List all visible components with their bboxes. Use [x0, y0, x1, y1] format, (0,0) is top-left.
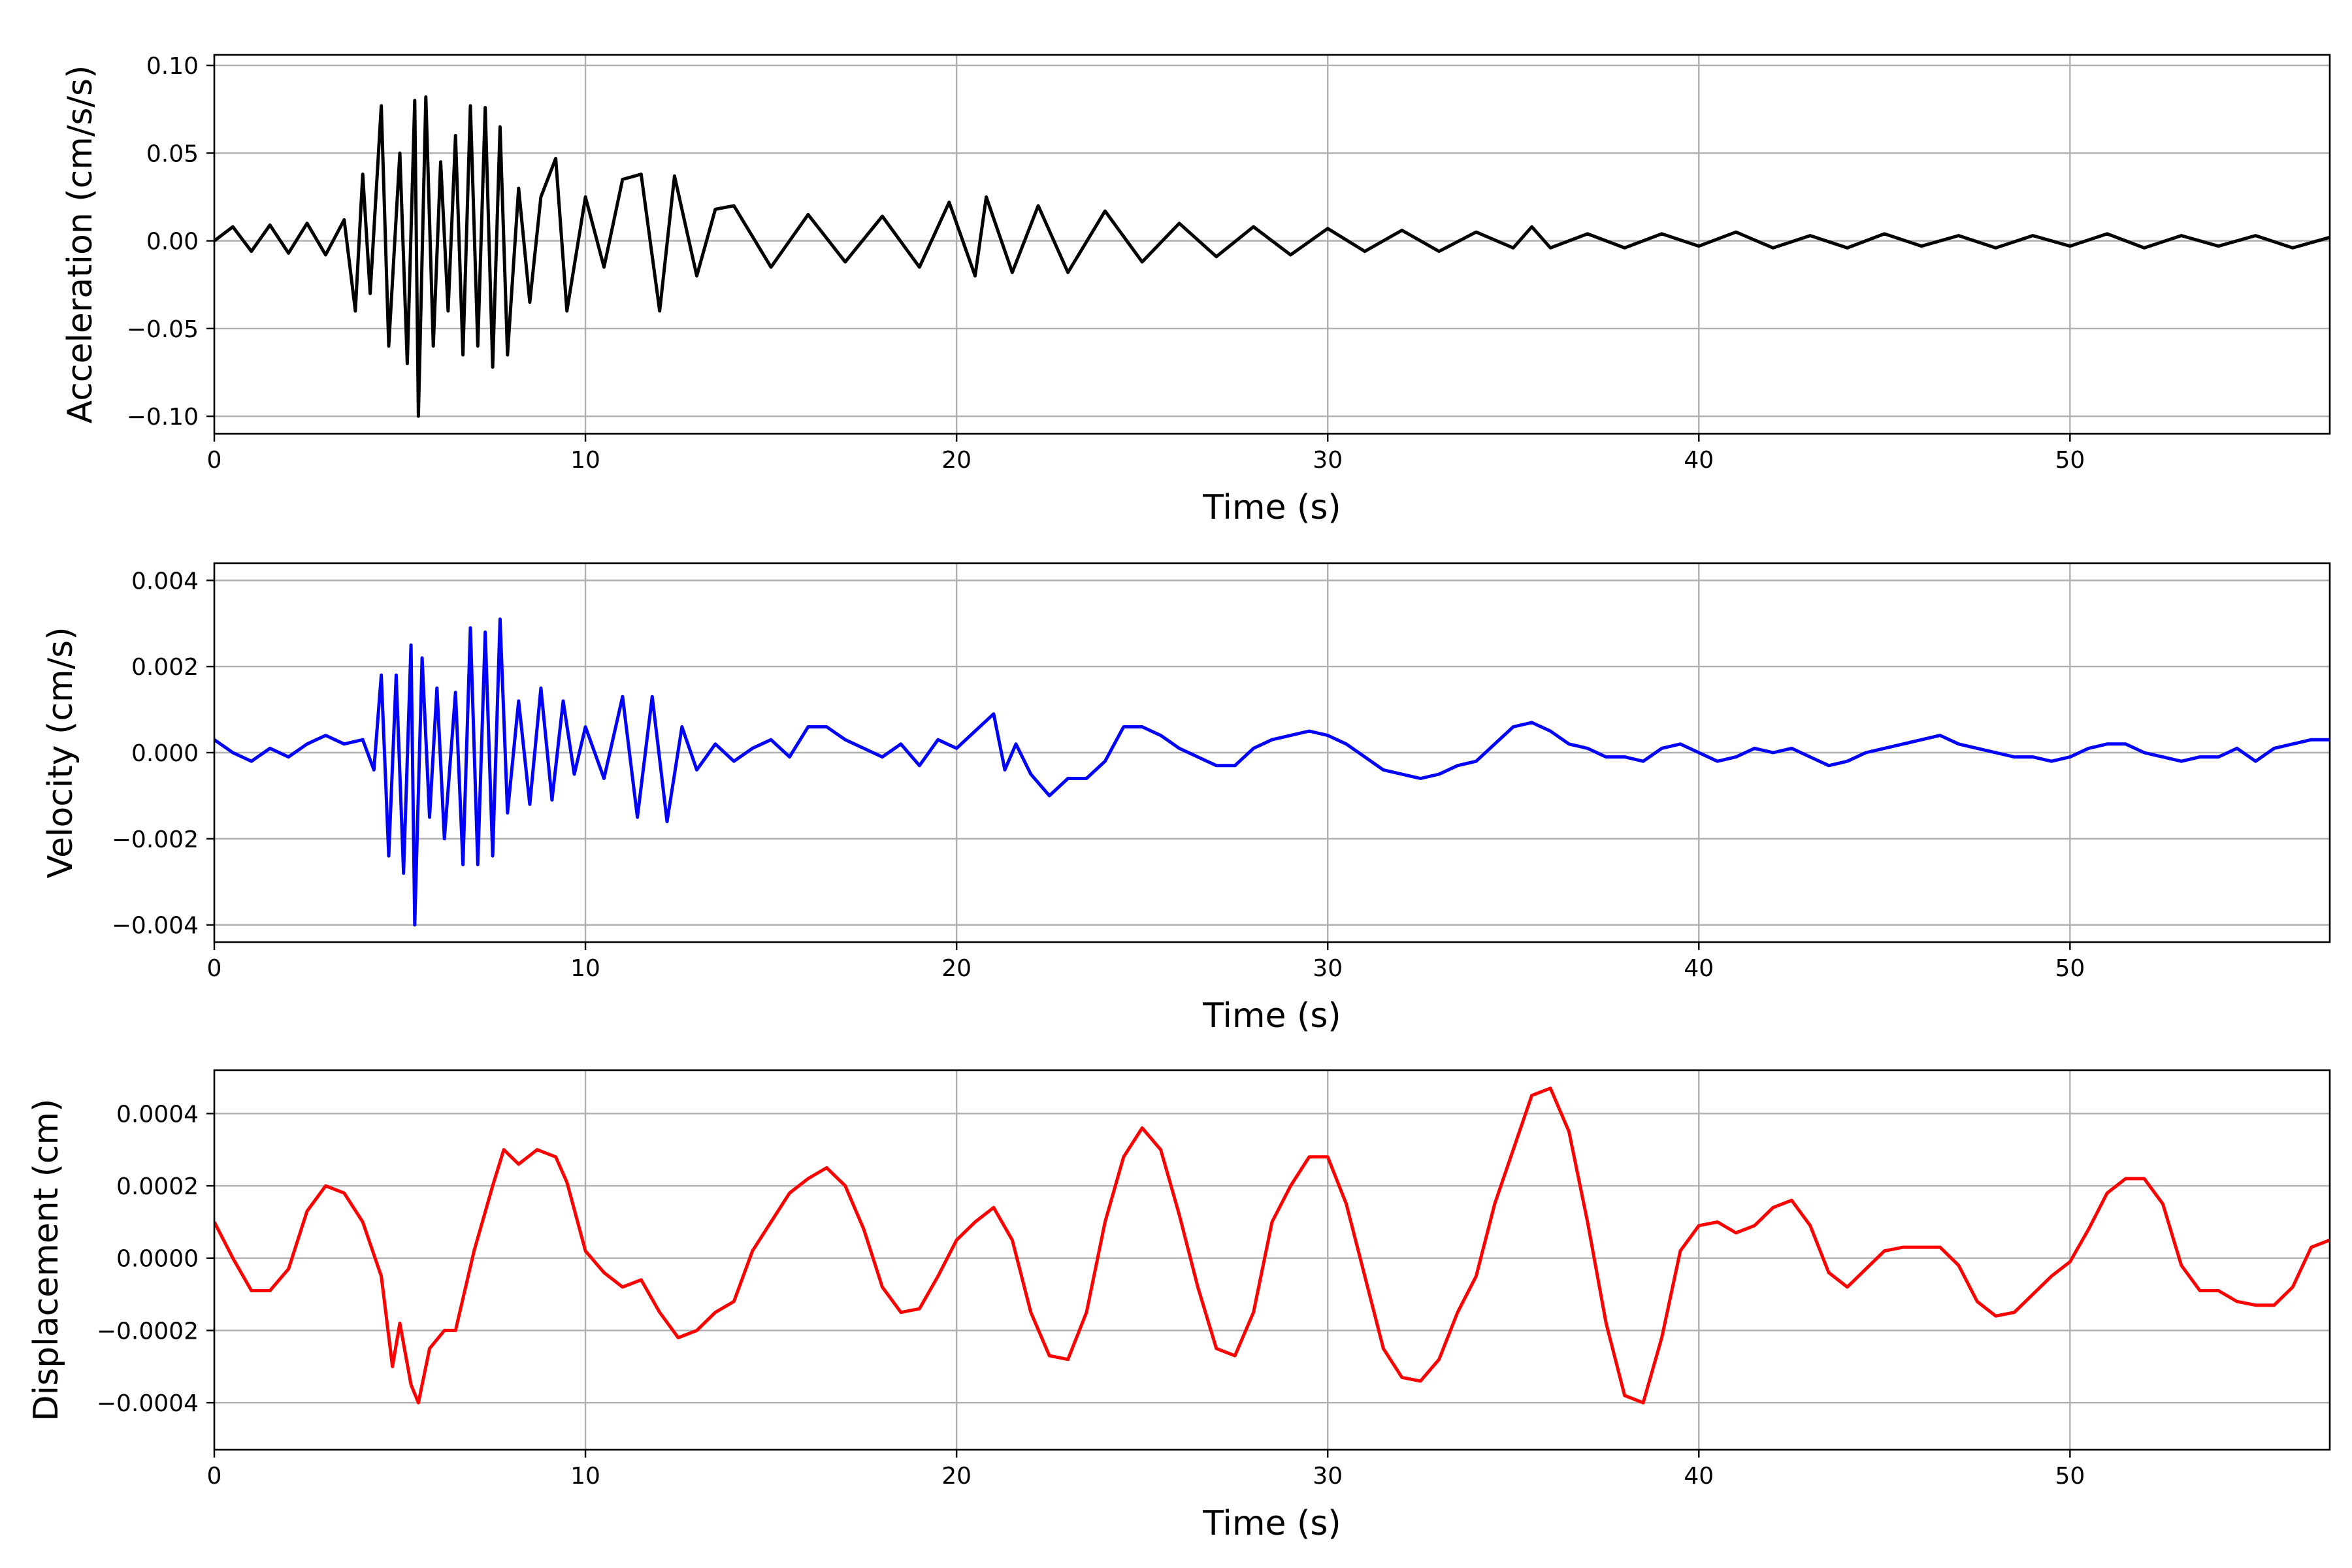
acceleration-x-tick-label: 30 — [1313, 447, 1343, 474]
displacement-y-axis-label: Displacement (cm) — [27, 1099, 66, 1422]
velocity-x-tick-label: 10 — [570, 955, 600, 982]
acceleration-x-tick-label: 20 — [941, 447, 972, 474]
displacement-y-tick-label: 0.0002 — [116, 1173, 199, 1200]
acceleration-y-tick-label: −0.05 — [127, 316, 199, 343]
velocity-x-tick-label: 30 — [1313, 955, 1343, 982]
velocity-y-tick-label: 0.002 — [131, 654, 199, 681]
velocity-y-tick-label: 0.000 — [131, 740, 199, 767]
displacement-x-tick-label: 20 — [941, 1463, 972, 1490]
acceleration-series-line — [214, 95, 2330, 418]
displacement-panel: 0 10 20 30 40 50 −0.0004 −0.0002 0.0000 0.0002 0.0… — [27, 1069, 2331, 1543]
acceleration-x-axis-label: Time (s) — [1202, 488, 1341, 527]
acceleration-y-tick-label: −0.10 — [127, 404, 199, 431]
velocity-series-line — [214, 617, 2330, 927]
acceleration-y-tick-label: 0.10 — [146, 53, 199, 80]
displacement-x-axis-label: Time (s) — [1202, 1504, 1341, 1543]
displacement-axes-frame — [213, 1069, 2331, 1451]
displacement-y-tick-label: −0.0002 — [97, 1318, 199, 1345]
displacement-x-tick-label: 30 — [1313, 1463, 1343, 1490]
displacement-x-tick-label: 50 — [2055, 1463, 2085, 1490]
velocity-x-tick-label: 0 — [207, 955, 222, 982]
acceleration-axes-frame — [213, 54, 2331, 435]
velocity-y-tick-label: −0.004 — [112, 913, 199, 939]
displacement-y-tick-label: 0.0004 — [116, 1101, 199, 1128]
acceleration-panel: 0 10 20 30 40 50 −0.10 −0.05 0.00 0.05 0.10 Time (s… — [61, 53, 2331, 527]
velocity-panel: 0 10 20 30 40 50 −0.004 −0.002 0.000 0.002 0.004 Ti… — [41, 562, 2331, 1036]
displacement-y-tick-label: −0.0004 — [97, 1390, 199, 1417]
acceleration-x-tick-label: 50 — [2055, 447, 2085, 474]
velocity-x-tick-label: 50 — [2055, 955, 2085, 982]
acceleration-x-tick-label: 10 — [570, 447, 600, 474]
acceleration-x-tick-label: 40 — [1684, 447, 1714, 474]
velocity-x-tick-label: 40 — [1684, 955, 1714, 982]
velocity-y-tick-label: 0.004 — [131, 568, 199, 595]
acceleration-x-tick-label: 0 — [207, 447, 222, 474]
velocity-x-axis-label: Time (s) — [1202, 996, 1341, 1036]
displacement-y-tick-label: 0.0000 — [116, 1246, 199, 1273]
displacement-x-tick-label: 0 — [207, 1463, 222, 1490]
velocity-x-tick-label: 20 — [941, 955, 972, 982]
acceleration-y-axis-label: Acceleration (cm/s/s) — [61, 65, 100, 424]
displacement-series-line — [214, 1086, 2330, 1405]
velocity-y-axis-label: Velocity (cm/s) — [41, 627, 80, 879]
displacement-x-tick-label: 10 — [570, 1463, 600, 1490]
acceleration-y-tick-label: 0.00 — [146, 229, 199, 255]
acceleration-y-tick-label: 0.05 — [146, 140, 199, 167]
panels: 0 10 20 30 40 50 −0.10 −0.05 0.00 0.05 0.10 Time (s… — [27, 53, 2331, 1543]
velocity-y-tick-label: −0.002 — [112, 826, 199, 853]
displacement-x-tick-label: 40 — [1684, 1463, 1714, 1490]
